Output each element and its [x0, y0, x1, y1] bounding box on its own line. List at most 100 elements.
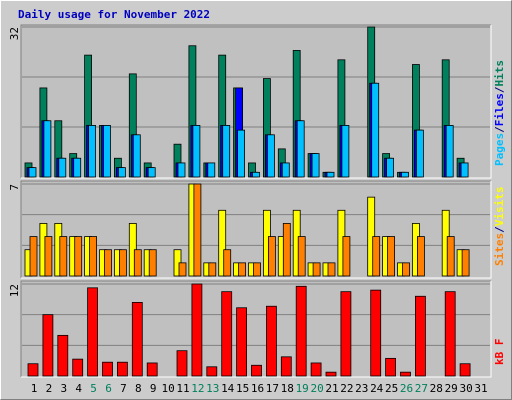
legend-entry: Sites [493, 233, 506, 266]
bar [57, 334, 69, 377]
legend-separator: / [493, 86, 506, 93]
bar [27, 363, 39, 377]
x-tick-label: 30 [459, 382, 472, 395]
x-tick-label: 9 [150, 382, 157, 395]
legend-separator: / [493, 226, 506, 233]
bar [415, 129, 424, 178]
bar [326, 171, 335, 178]
bar [295, 285, 307, 377]
legend-entry: kB F [493, 339, 506, 366]
bar [402, 262, 410, 277]
bar [386, 157, 395, 178]
bar [341, 125, 350, 178]
x-tick-label: 14 [221, 382, 235, 395]
plot-bevel [21, 25, 492, 179]
bar [401, 171, 409, 178]
bar [74, 236, 83, 277]
y-tick-label: 32 [8, 27, 21, 40]
bar [460, 162, 469, 178]
plot-bevel [21, 181, 492, 279]
bar [444, 291, 456, 377]
bar [118, 167, 126, 178]
bar [267, 236, 276, 277]
plot-bevel [20, 24, 491, 178]
legend-entry: Hits [493, 60, 506, 87]
plot-area [21, 281, 491, 377]
x-tick-label: 4 [75, 382, 82, 395]
x-tick-label: 12 [191, 382, 204, 395]
bar [282, 223, 291, 277]
bar [266, 134, 275, 178]
y-tick-label: 12 [8, 284, 21, 297]
bar [28, 167, 37, 178]
bar [296, 120, 305, 178]
x-tick-label: 24 [370, 382, 384, 395]
bar [88, 125, 96, 178]
bar [252, 171, 260, 178]
x-tick-label: 19 [296, 382, 309, 395]
legend: Pages/Files/Hits [493, 60, 506, 166]
bar [44, 236, 53, 277]
bar [102, 361, 113, 377]
bar [191, 283, 203, 377]
bar [459, 363, 471, 377]
x-tick-label: 26 [400, 382, 413, 395]
bar [327, 262, 336, 277]
x-tick-label: 1 [31, 382, 38, 395]
bar [371, 82, 380, 178]
bar [58, 157, 67, 178]
bar [340, 291, 352, 377]
plot-bevel [21, 281, 492, 378]
bar [312, 262, 321, 277]
bar [251, 364, 262, 377]
bar [387, 236, 396, 277]
bar [280, 356, 292, 377]
legend-entry: Files [493, 93, 506, 126]
bar [207, 162, 216, 178]
bar [222, 125, 231, 178]
bar [281, 162, 290, 178]
bar [73, 157, 82, 178]
x-tick-label: 20 [310, 382, 323, 395]
bar [178, 262, 187, 277]
bar [310, 362, 322, 377]
x-tick-label: 6 [105, 382, 112, 395]
bar [103, 125, 111, 178]
x-tick-label: 29 [445, 382, 458, 395]
bar [208, 262, 217, 277]
plot-bevel [20, 180, 491, 278]
bar [192, 125, 201, 178]
bar [385, 357, 397, 377]
x-tick-label: 8 [135, 382, 142, 395]
x-tick-label: 10 [161, 382, 174, 395]
x-tick-label: 18 [281, 382, 294, 395]
bar [221, 291, 233, 377]
x-tick-label: 15 [236, 382, 249, 395]
bar [117, 361, 128, 377]
x-tick-label: 3 [60, 382, 67, 395]
bar [253, 262, 261, 277]
bar [193, 183, 202, 277]
bar [461, 249, 470, 277]
bar [42, 314, 54, 377]
x-tick-label: 16 [251, 382, 264, 395]
x-tick-label: 21 [325, 382, 338, 395]
legend: kB F [493, 339, 506, 366]
bar [218, 209, 227, 277]
bar [132, 134, 141, 178]
legend-entry: Visits [493, 187, 506, 227]
x-tick-label: 11 [176, 382, 189, 395]
bar [133, 249, 142, 277]
x-tick-label: 23 [355, 382, 368, 395]
bar [119, 249, 127, 277]
bar [59, 236, 68, 277]
chart-title: Daily usage for November 2022 [18, 8, 210, 21]
bar [29, 236, 38, 277]
bar [370, 289, 382, 377]
bar [87, 287, 98, 377]
bar [311, 153, 320, 178]
x-tick-label: 27 [415, 382, 428, 395]
bar [237, 129, 246, 178]
